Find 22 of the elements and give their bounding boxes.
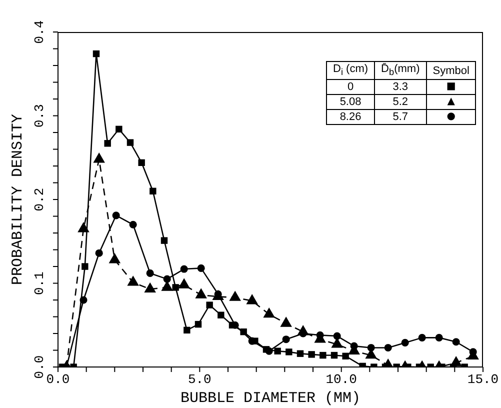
annotation: 5.7 (392, 111, 408, 124)
annotation: 5.2 (392, 96, 408, 108)
y-tick-label: 0.1 (32, 271, 47, 295)
x-tick-label: 10.0 (326, 372, 357, 388)
annotation: 0 (347, 81, 354, 94)
x-tick-label: 0.0 (46, 372, 70, 388)
annotation: 5.08 (340, 96, 362, 108)
annotation: D̄$_{b}$(mm) (381, 63, 420, 78)
annotation: ■ (446, 81, 456, 92)
annotation: 3.3 (392, 81, 408, 94)
y-tick-label: 0.2 (32, 188, 47, 212)
y-tick-label: 0.3 (32, 104, 47, 128)
x-tick-label: 15.0 (467, 372, 499, 388)
y-axis-title: PROBABILITY DENSITY (9, 114, 26, 286)
annotation: ● (446, 111, 456, 122)
annotation: Symbol (432, 64, 470, 77)
x-tick-label: 5.0 (188, 372, 212, 388)
y-tick-label: 0.4 (32, 20, 47, 44)
annotation: 8.26 (340, 111, 362, 124)
annotation: ▲ (447, 96, 455, 108)
x-axis-title: BUBBLE DIAMETER (MM) (180, 390, 361, 407)
annotation: D$_{i}$ (cm) (333, 63, 368, 78)
